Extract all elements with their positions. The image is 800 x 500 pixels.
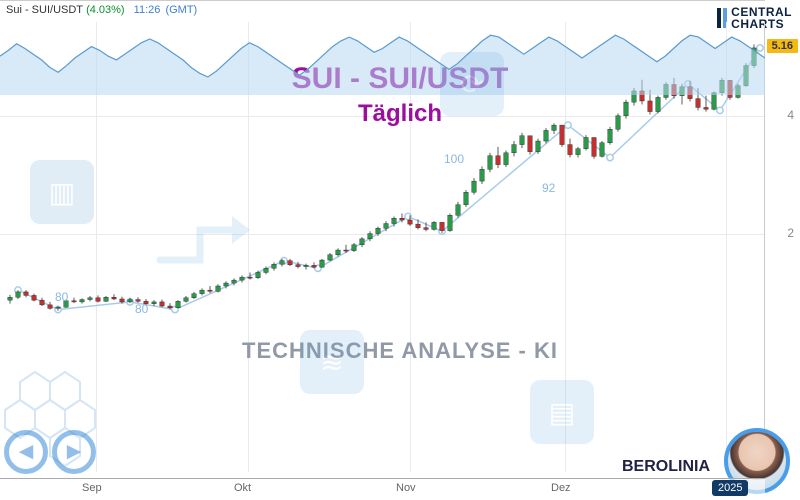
x-tick-label: Sep (82, 482, 102, 494)
zigzag-value: 100 (444, 152, 464, 166)
nav-arrows: ◄ ► (4, 430, 96, 474)
x-tick-label: Dez (551, 482, 571, 494)
zigzag-value: 80 (135, 302, 148, 316)
watermark-tile-icon: ▥ (30, 160, 94, 224)
brand-name: BEROLINIA (622, 458, 710, 476)
zigzag-value: 92 (542, 181, 555, 195)
y-tick-label: 2 (787, 226, 794, 240)
chart-container: Sui - SUI/USDT (4.03%) 11:26 (GMT) CENTR… (0, 0, 800, 500)
indicator-chart (0, 0, 765, 95)
arrow-left-icon[interactable]: ◄ (4, 430, 48, 474)
zigzag-value: 80 (55, 290, 68, 304)
watermark-tile-icon: ⟳ (440, 52, 504, 116)
x-tick-label: 2025 (712, 482, 748, 494)
y-tick-label: 4 (787, 108, 794, 122)
x-tick-label: Nov (396, 482, 416, 494)
x-axis: Sep Okt Nov Dez 2025 (0, 478, 765, 500)
watermark-tile-icon: ▤ (530, 380, 594, 444)
arrow-right-icon[interactable]: ► (52, 430, 96, 474)
watermark-tile-icon: ≋ (300, 330, 364, 394)
arrow-watermark-icon (150, 200, 270, 280)
last-price-label: 5.16 (767, 39, 798, 53)
x-tick-label: Okt (234, 482, 251, 494)
chart-subtitle: Täglich (0, 100, 800, 128)
